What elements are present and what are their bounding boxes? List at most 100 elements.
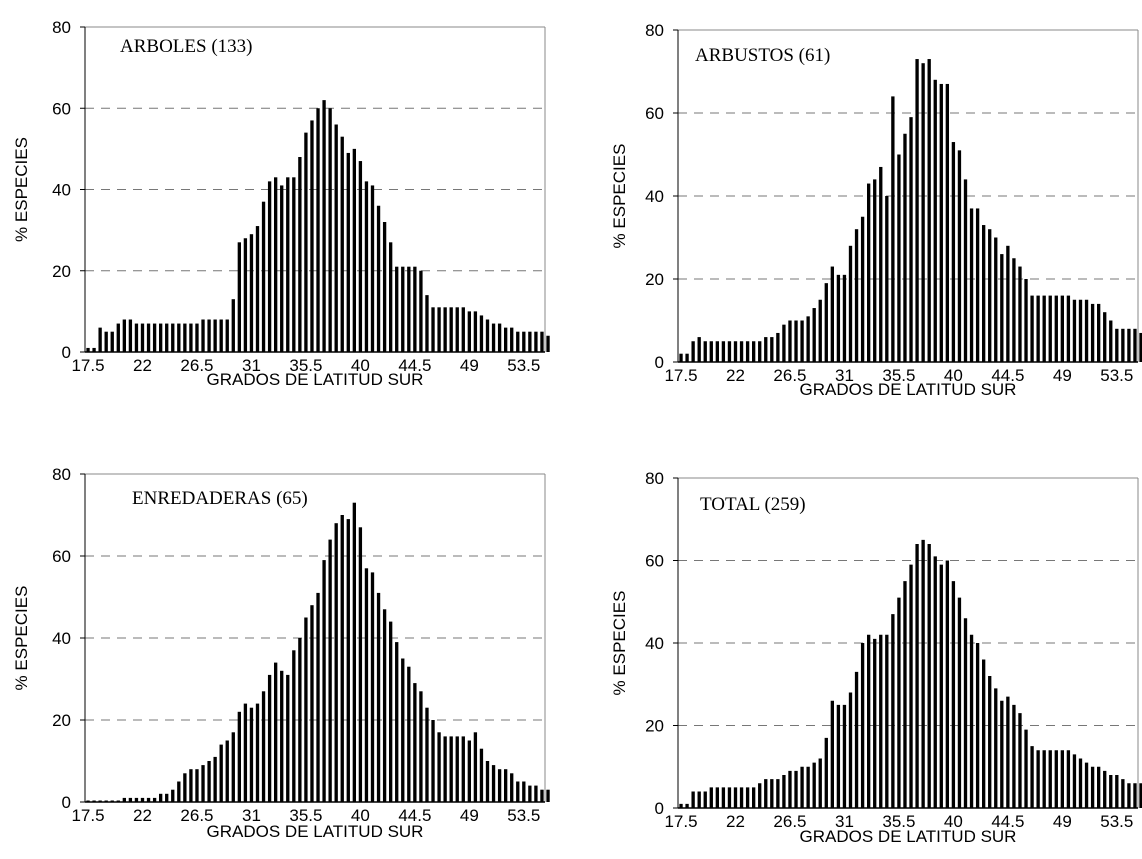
bar — [503, 769, 508, 802]
bar — [897, 154, 901, 362]
bar — [358, 527, 363, 802]
x-tick-label: 22 — [726, 812, 745, 831]
bar — [376, 205, 381, 352]
bar — [1018, 266, 1022, 362]
bar — [909, 564, 913, 808]
bar — [189, 323, 193, 352]
bar — [328, 539, 332, 802]
bar — [1072, 299, 1077, 362]
bar — [879, 166, 883, 362]
bar — [1133, 783, 1137, 808]
bar — [1084, 762, 1089, 808]
bar — [975, 208, 980, 362]
bar — [425, 707, 429, 802]
bar — [951, 581, 956, 808]
bar — [165, 323, 169, 352]
bar — [479, 748, 484, 802]
bar — [158, 323, 163, 352]
bar — [358, 161, 363, 352]
bar — [1024, 729, 1028, 808]
bar — [1115, 328, 1119, 362]
bar — [473, 311, 478, 352]
x-tick-label: 35.5 — [882, 366, 915, 385]
bar — [1066, 295, 1071, 362]
bar — [213, 756, 217, 802]
x-tick-label: 49 — [460, 356, 479, 375]
x-tick-label: 31 — [835, 366, 854, 385]
bar — [225, 740, 229, 802]
bar — [110, 800, 114, 802]
bar — [1036, 750, 1040, 808]
bar — [842, 274, 847, 362]
bar — [443, 307, 447, 352]
bar — [1042, 750, 1046, 808]
bar — [522, 331, 526, 352]
bar — [292, 177, 296, 352]
bar — [189, 769, 193, 802]
bar — [298, 157, 302, 352]
bar — [1066, 750, 1071, 808]
bar — [437, 732, 441, 802]
bar — [939, 564, 943, 808]
bar — [721, 341, 726, 362]
bar — [679, 803, 683, 808]
bar — [534, 785, 538, 802]
bar — [800, 766, 804, 808]
bar — [1109, 320, 1113, 362]
bar — [431, 307, 435, 352]
x-tick-label: 22 — [133, 806, 152, 825]
x-tick-label: 35.5 — [289, 356, 322, 375]
bar — [885, 196, 889, 362]
bar — [994, 688, 998, 808]
bar — [92, 347, 96, 352]
bar — [897, 597, 901, 808]
bar — [86, 800, 90, 802]
bar — [401, 266, 405, 352]
bar — [691, 341, 695, 362]
bar — [988, 676, 992, 808]
bar — [243, 238, 248, 352]
y-tick-label: 60 — [52, 99, 71, 118]
bar — [219, 744, 223, 802]
y-tick-label: 40 — [52, 181, 71, 200]
x-tick-label: 40 — [351, 356, 370, 375]
bar — [177, 323, 181, 352]
bar — [830, 266, 835, 362]
bar — [316, 108, 320, 352]
bar — [219, 319, 223, 352]
bar — [818, 299, 822, 362]
bar — [310, 605, 314, 802]
bar — [679, 353, 683, 362]
bar — [697, 337, 701, 362]
bar — [854, 671, 859, 808]
bar — [921, 63, 925, 362]
bar — [951, 142, 956, 362]
bar — [510, 327, 514, 352]
bar — [812, 308, 816, 362]
bar — [1127, 328, 1131, 362]
bar — [1030, 295, 1034, 362]
bar — [988, 229, 992, 362]
bar — [745, 787, 750, 808]
bar — [866, 183, 871, 362]
x-tick-label: 49 — [1053, 366, 1072, 385]
bar — [1127, 783, 1131, 808]
bar — [364, 568, 369, 802]
bar — [183, 323, 187, 352]
bar — [1048, 750, 1052, 808]
bar — [836, 274, 841, 362]
x-tick-label: 49 — [460, 806, 479, 825]
y-tick-label: 60 — [645, 104, 664, 123]
bar — [134, 797, 139, 802]
bar — [860, 216, 865, 362]
y-tick-label: 40 — [645, 187, 664, 206]
bar — [388, 242, 393, 352]
x-tick-label: 40 — [351, 806, 370, 825]
bar — [891, 614, 895, 808]
bar — [461, 736, 465, 802]
bar — [909, 117, 913, 363]
bar — [110, 331, 114, 352]
bar — [1139, 783, 1142, 808]
bar — [957, 597, 962, 808]
